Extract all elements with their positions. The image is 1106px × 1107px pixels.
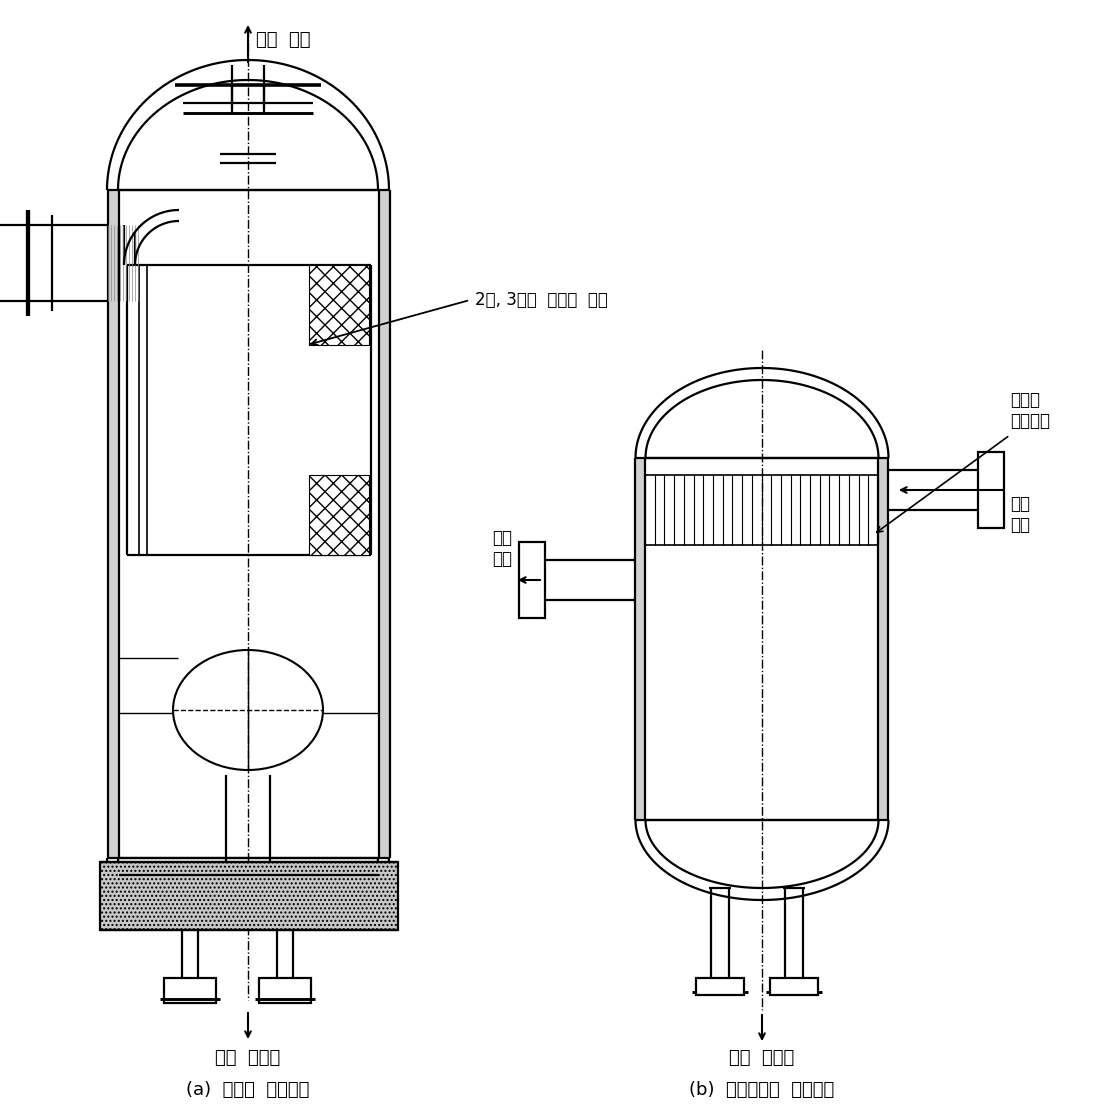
Text: 냉매  출구: 냉매 출구 bbox=[255, 31, 311, 49]
Bar bbox=[108, 190, 119, 858]
Text: 소형의
사이클론: 소형의 사이클론 bbox=[1010, 391, 1050, 430]
Bar bbox=[309, 265, 369, 345]
Text: 냉매
입구: 냉매 입구 bbox=[1010, 495, 1030, 534]
Bar bbox=[519, 542, 545, 618]
Text: 2중, 3중의  원통형  철망: 2중, 3중의 원통형 철망 bbox=[474, 291, 608, 309]
Bar bbox=[978, 452, 1004, 528]
Text: 냉매
출구: 냉매 출구 bbox=[492, 529, 512, 568]
Text: (b)  사이클론형  유분리기: (b) 사이클론형 유분리기 bbox=[689, 1082, 835, 1099]
Bar bbox=[635, 458, 645, 820]
Text: 오일  드레인: 오일 드레인 bbox=[216, 1049, 281, 1067]
Bar bbox=[164, 977, 216, 1003]
Bar bbox=[878, 458, 888, 820]
Bar bbox=[770, 977, 818, 995]
Bar bbox=[259, 977, 311, 1003]
Text: (a)  철망형  유분리기: (a) 철망형 유분리기 bbox=[186, 1082, 310, 1099]
Text: 오일  드레인: 오일 드레인 bbox=[729, 1049, 794, 1067]
Bar bbox=[309, 475, 369, 555]
Bar bbox=[696, 977, 744, 995]
Bar bbox=[379, 190, 390, 858]
Bar bbox=[100, 862, 398, 930]
